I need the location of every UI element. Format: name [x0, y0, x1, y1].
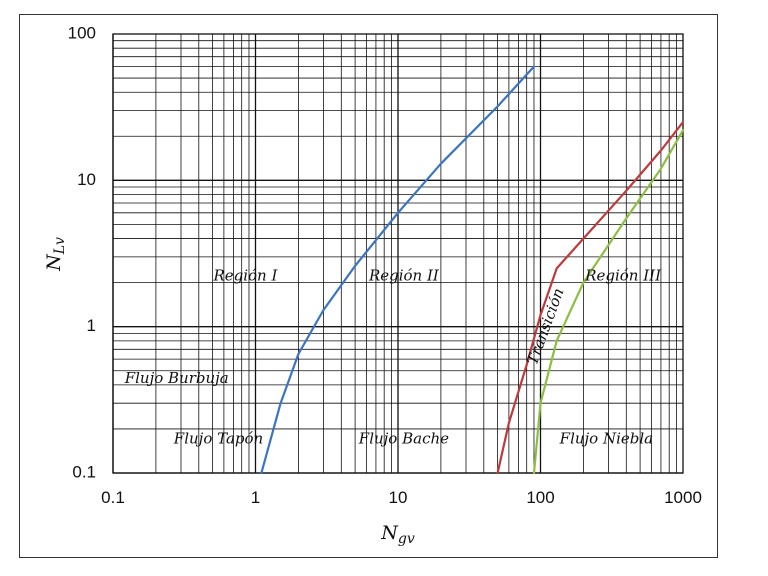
- x-tick-label: 100: [526, 488, 554, 507]
- annotation-flujo-burbuja: Flujo Burbuja: [124, 369, 229, 387]
- y-tick-label: 100: [68, 23, 96, 42]
- plot-area-border: [112, 33, 684, 474]
- x-tick-label: 1000: [664, 488, 702, 507]
- y-tick-label: 1: [87, 316, 96, 335]
- y-tick-label: 0.1: [72, 462, 96, 481]
- series-line-1: [260, 65, 536, 475]
- x-tick-label: 10: [389, 488, 408, 507]
- series-layer: [260, 65, 685, 475]
- annotation-layer: Región I Región II Región IIITransiciónFlu…: [124, 267, 662, 448]
- annotation-región-iii: Región III: [584, 267, 662, 285]
- annotation-flujo-bache: Flujo Bache: [358, 429, 449, 447]
- series-line-3: [532, 129, 685, 475]
- annotation-región-ii: Región II: [368, 267, 440, 285]
- series-line-2: [496, 121, 685, 475]
- annotation-flujo-niebla: Flujo Niebla: [559, 429, 653, 447]
- y-axis-label: NLv: [43, 237, 68, 272]
- annotation-flujo-tapón: Flujo Tapón: [173, 429, 263, 447]
- x-tick-label: 1: [251, 488, 260, 507]
- x-tick-label: 0.1: [101, 488, 125, 507]
- tick-layer: 0.1 1 10 100 1000 0.1 1 10 100: [68, 23, 702, 507]
- y-tick-label: 10: [77, 170, 96, 189]
- x-axis-label: Ngv: [380, 522, 415, 547]
- chart-frame: [19, 14, 718, 558]
- annotation-región-i: Región I: [212, 267, 278, 285]
